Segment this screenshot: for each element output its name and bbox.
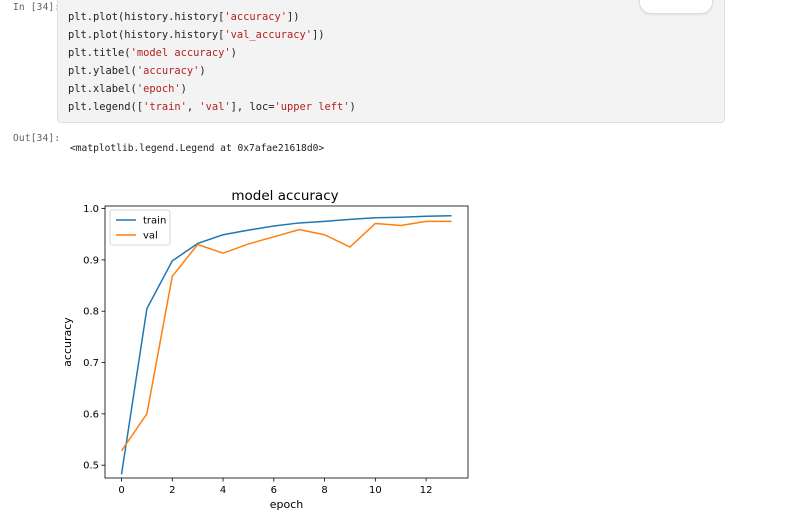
- code-token: ], loc=: [230, 100, 275, 113]
- output-text: <matplotlib.legend.Legend at 0x7afae2161…: [70, 143, 325, 154]
- code-token: ): [230, 46, 237, 59]
- code-string: 'model accuracy': [130, 46, 231, 59]
- output-prompt: Out[34]:: [13, 133, 61, 144]
- x-tick-label: 0: [118, 485, 124, 496]
- code-token: ): [199, 64, 206, 77]
- cell-toolbar: ▭ ✕: [639, 0, 713, 14]
- code-token: ): [180, 82, 187, 95]
- x-tick-label: 10: [369, 485, 382, 496]
- chart-svg: model accuracy 0 2 4 6 8 10 12 0.5 0.6 0.7 0.8 0.9 1…: [61, 188, 469, 511]
- code-line: plt.title('model accuracy'): [68, 45, 356, 63]
- code-token: ]): [286, 11, 300, 23]
- code-token: plt.title(: [68, 46, 131, 59]
- code-string: 'accuracy': [136, 64, 200, 77]
- code-string: 'train': [143, 100, 187, 113]
- code-string: 'upper left': [274, 100, 350, 113]
- code-token: plt.ylabel(: [68, 64, 137, 77]
- code-token: ,: [186, 100, 200, 113]
- code-token: plt.xlabel(: [68, 82, 137, 95]
- y-tick-label: 0.9: [83, 255, 99, 266]
- code-token: ): [349, 100, 356, 113]
- x-tick-label: 8: [321, 485, 327, 496]
- code-token: plt.legend([: [68, 100, 144, 113]
- plot-frame: [104, 205, 469, 479]
- series-line-train: [120, 215, 452, 475]
- code-line: plt.legend(['train', 'val'], loc='upper …: [68, 99, 356, 117]
- input-prompt: In [34]:: [13, 2, 61, 13]
- close-icon[interactable]: ✕: [682, 0, 700, 3]
- code-line: plt.ylabel('accuracy'): [68, 63, 356, 81]
- code-string: 'epoch': [136, 82, 181, 95]
- code-string: 'val_accuracy': [224, 28, 312, 41]
- code-cell[interactable]: plt.plot(history.history['accuracy']) plt…: [57, 0, 725, 123]
- axes: 0 2 4 6 8 10 12 0.5 0.6 0.7 0.8 0.9 1.0 train val: [83, 204, 469, 496]
- x-tick-label: 2: [169, 485, 175, 496]
- x-axis-label: epoch: [270, 498, 304, 511]
- code-string: 'accuracy': [224, 11, 287, 23]
- x-tick-label: 12: [420, 485, 433, 496]
- code-string: 'val': [199, 100, 231, 113]
- legend-box: [109, 209, 171, 246]
- series-line-val: [120, 220, 452, 452]
- code-editor[interactable]: plt.plot(history.history['accuracy']) plt…: [68, 9, 356, 116]
- x-tick-label: 4: [220, 485, 226, 496]
- legend-label-train: train: [143, 216, 166, 227]
- copy-icon[interactable]: ▭: [650, 0, 668, 3]
- code-token: plt.plot(history.history[: [68, 11, 225, 23]
- y-tick-label: 0.8: [83, 307, 99, 318]
- chart-title: model accuracy: [231, 188, 338, 204]
- code-line: plt.plot(history.history['accuracy']): [68, 9, 356, 27]
- x-tick-label: 6: [271, 485, 277, 496]
- chart: model accuracy 0 2 4 6 8 10 12 0.5 0.6 0.7 0.8 0.9 1…: [55, 180, 495, 522]
- code-token: ]): [312, 28, 325, 41]
- y-tick-label: 1.0: [83, 204, 99, 215]
- legend-label-val: val: [143, 231, 158, 242]
- y-tick-label: 0.7: [83, 358, 99, 369]
- code-line: plt.plot(history.history['val_accuracy']…: [68, 27, 356, 45]
- code-token: plt.plot(history.history[: [68, 28, 225, 41]
- y-tick-label: 0.6: [83, 409, 99, 420]
- y-axis-label: accuracy: [61, 317, 74, 367]
- code-line: plt.xlabel('epoch'): [68, 81, 356, 99]
- y-tick-label: 0.5: [83, 461, 99, 472]
